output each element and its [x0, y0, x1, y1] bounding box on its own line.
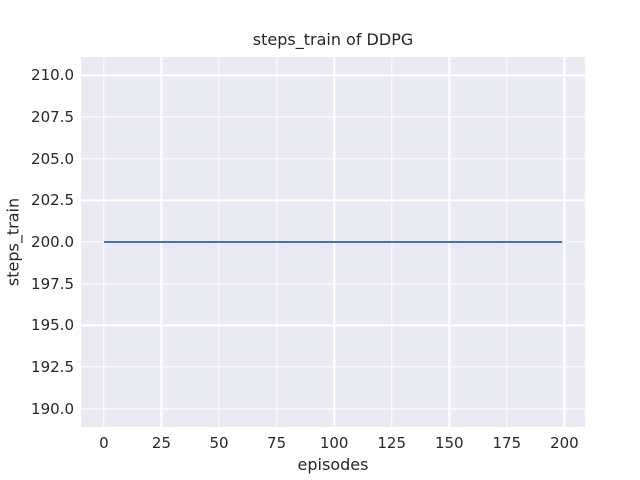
- x-tick-label: 175: [492, 434, 522, 452]
- plot-area: [81, 57, 585, 427]
- x-tick-label: 50: [209, 434, 229, 452]
- chart-title: steps_train of DDPG: [252, 30, 414, 49]
- x-tick-label: 125: [377, 434, 407, 452]
- x-axis-label: episodes: [297, 455, 369, 474]
- y-tick-label: 205.0: [31, 149, 74, 168]
- x-tick-label: 75: [267, 434, 287, 452]
- gridline-horizontal: [81, 74, 585, 77]
- y-tick-label: 207.5: [31, 108, 74, 126]
- gridline-horizontal: [81, 157, 585, 160]
- x-tick-label: 200: [550, 434, 579, 452]
- gridline-horizontal: [81, 366, 585, 368]
- y-tick-label: 195.0: [31, 316, 74, 335]
- y-tick-label: 200.0: [31, 233, 74, 251]
- x-tick-label: 100: [319, 434, 349, 452]
- x-tick-label: 150: [434, 434, 464, 452]
- gridline-horizontal: [81, 199, 585, 202]
- gridline-horizontal: [81, 282, 585, 285]
- gridline-horizontal: [81, 324, 585, 327]
- x-tick-label: 0: [99, 434, 109, 452]
- y-tick-label: 197.5: [31, 274, 74, 293]
- y-tick-label: 202.5: [31, 191, 74, 210]
- y-tick-label: 192.5: [31, 358, 74, 376]
- gridline-horizontal: [81, 407, 585, 410]
- gridline-horizontal: [81, 116, 585, 118]
- x-tick-label: 25: [151, 434, 172, 452]
- y-tick-label: 190.0: [31, 399, 74, 418]
- series-layer: [103, 241, 563, 243]
- y-tick-label: 210.0: [31, 66, 74, 85]
